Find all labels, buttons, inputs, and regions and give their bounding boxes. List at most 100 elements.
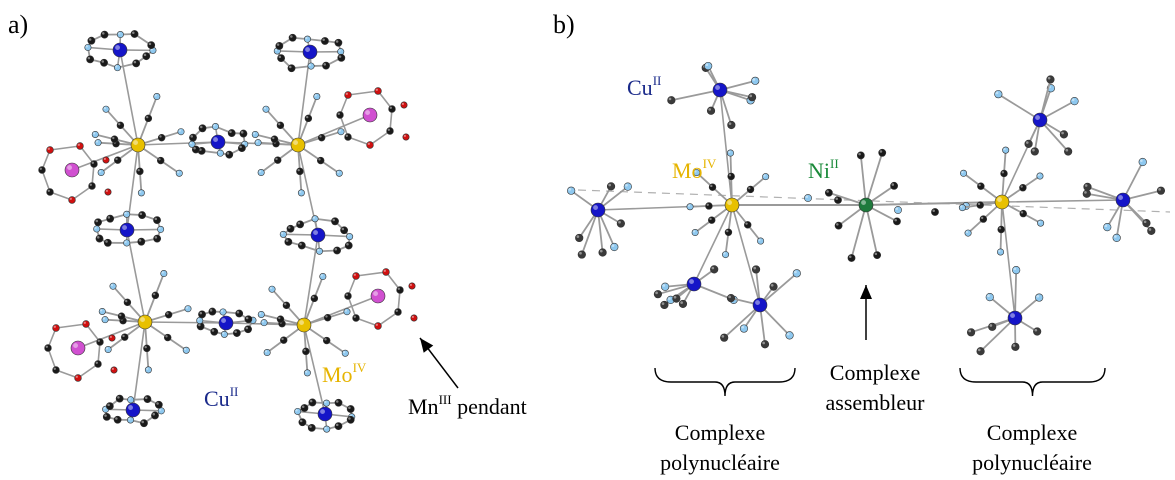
- bridge-atom: [894, 206, 902, 214]
- cu-unit-a-ring-atom-highlight: [338, 55, 342, 58]
- bridge-atom: [931, 208, 939, 216]
- cu-unit-a-ring-atom-highlight: [213, 124, 216, 127]
- mn-unit-a-o: [410, 314, 418, 322]
- mn-unit-a-ring-atom: [38, 166, 46, 174]
- mn-unit-a-ring-atom: [352, 314, 360, 322]
- cu-center-b-highlight: [1010, 313, 1015, 318]
- cu-unit-a-ring-atom: [284, 237, 293, 246]
- mo-center-b2-c-highlight: [1020, 185, 1023, 188]
- mn-unit-a-o: [408, 282, 416, 290]
- cu-unit-a-ring-atom-highlight: [276, 43, 280, 46]
- cu-unit-a-ring-atom: [103, 238, 112, 247]
- panel-b-ni-label: NiII: [808, 156, 839, 183]
- mn-unit-a-ring-atom: [394, 308, 402, 316]
- mn-unit-a-o: [110, 366, 118, 374]
- mo-center-b1-n: [691, 229, 699, 237]
- mn-unit-a-ring-atom: [44, 344, 52, 352]
- cu-ligand-atom: [769, 282, 778, 291]
- cu-unit-a-ring-atom: [275, 42, 284, 50]
- mn-unit-a-ring-atom-highlight: [389, 106, 392, 109]
- mo-center-a-c: [110, 135, 119, 143]
- cu-unit-a-ring-atom-highlight: [234, 330, 237, 334]
- cu-ligand-atom: [577, 250, 586, 259]
- mo-center-b2-n-highlight: [961, 171, 964, 174]
- cu-unit-a-ring-atom-highlight: [124, 240, 127, 243]
- cu-unit-a-ring-atom: [113, 415, 122, 424]
- mn-unit-a-ring-atom: [386, 127, 394, 135]
- bond: [580, 209, 599, 256]
- mn-unit-a-ring-atom: [382, 268, 390, 276]
- cu-unit-a-ring-atom: [321, 37, 329, 45]
- mo-center-a-n: [91, 130, 99, 138]
- mo-center-b2-c: [997, 225, 1005, 234]
- mo-center-a-c: [304, 114, 313, 123]
- mn-unit-a-ring-atom-highlight: [97, 339, 100, 342]
- cu-ligand-atom-highlight: [770, 283, 774, 287]
- mo-center-a-n-highlight: [184, 347, 187, 351]
- ni-ligand-c-highlight: [894, 218, 897, 222]
- bond: [347, 136, 371, 146]
- cu-unit-a-ring-atom: [130, 30, 139, 38]
- mn-unit-a-ring-atom-highlight: [395, 309, 398, 312]
- mo-center-a-c: [143, 344, 151, 353]
- mo-center-a-c-highlight: [303, 348, 306, 352]
- cu-unit-a-ring-atom-highlight: [324, 400, 327, 404]
- mn-unit-a-ring-atom-highlight: [47, 147, 51, 150]
- cu-unit-a-ring-atom-highlight: [101, 60, 105, 63]
- cu-unit-a-ring-atom-highlight: [138, 239, 142, 242]
- mn-unit-a-o: [102, 156, 110, 164]
- cu-unit-a-ring-atom: [123, 239, 131, 247]
- mn-unit-a-ring-atom: [52, 366, 60, 374]
- cu-unit-a-ring-atom: [147, 41, 156, 50]
- mo-center-a-n-highlight: [139, 190, 142, 193]
- mo-center-a-n: [268, 285, 276, 293]
- mo-center-b2-c: [976, 201, 984, 209]
- cu-center-b-highlight: [1035, 115, 1041, 121]
- mo-center-a-n-highlight: [320, 274, 323, 277]
- mo-center-a-c-highlight: [119, 313, 122, 317]
- cu-unit-a-ring-atom-highlight: [87, 56, 91, 60]
- mo-center-a-c: [114, 156, 122, 164]
- cu-unit-a-ring-atom: [346, 233, 354, 241]
- mn-unit-a-ring-atom: [344, 91, 352, 99]
- cu-unit-a-ring-atom-highlight: [335, 400, 339, 403]
- mo-center-b1-c: [724, 228, 733, 236]
- mo-center-b2-c-highlight: [1020, 211, 1024, 214]
- cu-ligand-atom-highlight: [1148, 228, 1152, 231]
- mo-center-b2-n: [960, 169, 968, 177]
- cu-unit-a-ring-atom: [106, 214, 115, 223]
- cu-ligand-atom-highlight: [794, 270, 797, 274]
- bond: [377, 90, 393, 110]
- mo-center-b2-c: [977, 182, 985, 190]
- cu-unit-a-ring-atom-highlight: [226, 152, 230, 155]
- mn-unit-a-ring-atom: [94, 360, 102, 368]
- cu-ligand-atom: [1083, 182, 1092, 191]
- mn-unit-a-ring-atom: [396, 286, 404, 294]
- mo-center-a-c: [296, 167, 304, 176]
- mo-center-b1-n-highlight: [763, 174, 766, 177]
- mo-center-b1-n-highlight: [723, 252, 726, 255]
- cu-ligand-atom: [966, 328, 976, 337]
- mo-center-a-n-highlight: [154, 94, 157, 97]
- bond: [377, 311, 399, 327]
- bridge-atom-highlight: [835, 197, 838, 201]
- cu-unit-a-ring-atom-highlight: [346, 242, 349, 246]
- cu-unit-a-metal-highlight: [213, 137, 218, 142]
- mo-center-b2-n-highlight: [965, 230, 969, 234]
- mn-unit-a-ring-atom: [344, 292, 352, 300]
- mo-center-a-n-highlight: [261, 320, 265, 323]
- cu-ligand-atom-highlight: [711, 266, 715, 270]
- cu-unit-a-ring-atom: [211, 123, 219, 131]
- cu-ligand-atom: [667, 96, 676, 105]
- mo-center-a-c-highlight: [281, 337, 284, 341]
- cu-unit-a-ring-atom-highlight: [236, 311, 240, 314]
- caption-right: Complexe polynucléaire: [972, 420, 1092, 475]
- cu-unit-a-ring-atom: [346, 405, 355, 413]
- mo-center-a-n-highlight: [263, 106, 267, 110]
- mo-center-b1-mo-highlight: [727, 200, 732, 205]
- mo-center-b2-n-highlight: [1038, 220, 1041, 224]
- mo-center-b1-n-highlight: [692, 230, 696, 233]
- ni-ligand-c-highlight: [891, 183, 895, 186]
- mn-unit-a-o-highlight: [109, 335, 112, 338]
- cu-ligand-atom-highlight: [728, 295, 731, 299]
